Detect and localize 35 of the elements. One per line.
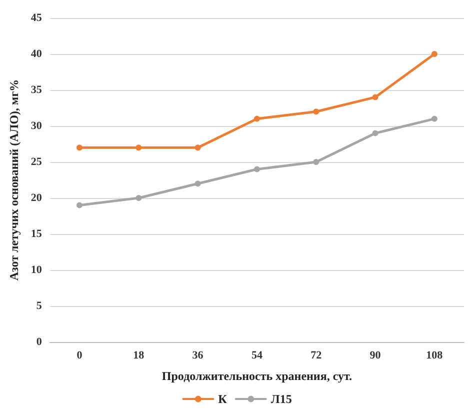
- point: [136, 195, 142, 201]
- y-tick-label: 30: [30, 120, 42, 132]
- legend-label: К: [218, 392, 228, 406]
- point: [372, 130, 378, 136]
- point: [76, 202, 82, 208]
- point: [313, 108, 320, 115]
- y-axis-title: Азот летучих оснований (АЛО), мг%: [7, 79, 21, 281]
- x-tick-label: 0: [76, 350, 83, 362]
- x-tick-label: 72: [310, 350, 322, 362]
- y-tick-label: 45: [30, 12, 42, 24]
- y-tick-label: 40: [30, 48, 42, 60]
- point: [194, 180, 201, 187]
- legend-label: Л15: [270, 392, 292, 406]
- point: [136, 144, 142, 151]
- x-tick-label: 90: [370, 350, 382, 362]
- y-tick-label: 5: [36, 300, 42, 312]
- point: [431, 116, 438, 122]
- point: [76, 144, 82, 151]
- y-tick-label: 10: [30, 264, 42, 276]
- point: [254, 116, 260, 122]
- x-tick-label: 18: [133, 350, 145, 362]
- y-tick-label: 20: [30, 192, 42, 204]
- point: [431, 51, 438, 57]
- y-tick-label: 0: [36, 336, 42, 348]
- y-tick-label: 15: [30, 228, 42, 240]
- y-tick-label: 25: [30, 156, 42, 168]
- x-tick-label: 54: [251, 350, 263, 362]
- point: [313, 159, 320, 165]
- x-axis-title: Продолжительность хранения, сут.: [162, 369, 352, 383]
- point: [194, 144, 201, 151]
- x-tick-label: 108: [426, 350, 444, 362]
- x-tick-label: 36: [192, 350, 204, 362]
- point: [254, 166, 260, 172]
- y-tick-label: 35: [30, 84, 42, 96]
- point: [372, 94, 378, 100]
